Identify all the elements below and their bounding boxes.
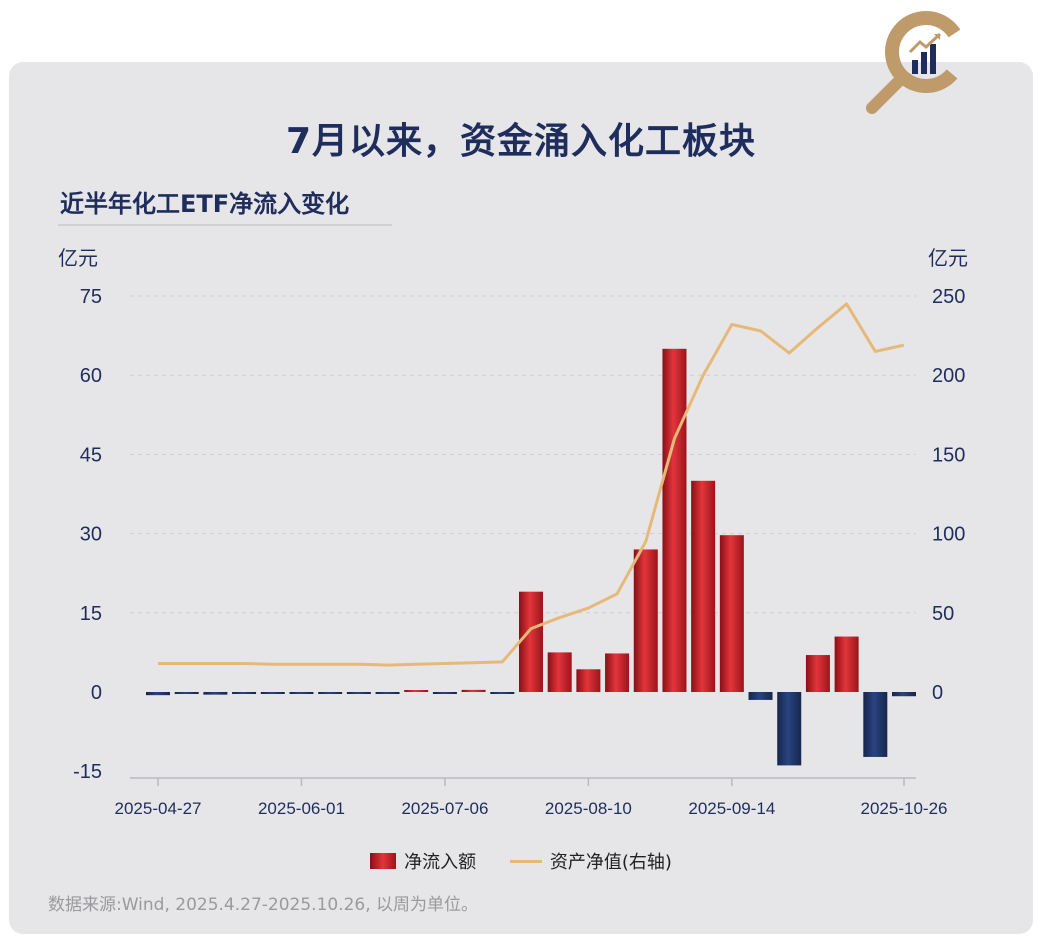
bar-net-inflow <box>777 692 802 766</box>
bar-net-inflow <box>748 692 773 700</box>
left-tick-label: 75 <box>80 286 102 308</box>
left-tick-label: -15 <box>73 761 102 783</box>
bar-net-inflow <box>576 669 601 692</box>
right-tick-label: 200 <box>932 365 965 387</box>
x-tick-label: 2025-07-06 <box>401 799 488 818</box>
left-tick-label: 15 <box>80 603 102 625</box>
chart-card <box>9 62 1033 934</box>
x-tick-label: 2025-10-26 <box>861 799 948 818</box>
bar-net-inflow <box>719 535 744 692</box>
bar-net-inflow <box>892 692 916 697</box>
x-tick-label: 2025-06-01 <box>258 799 345 818</box>
legend-label-net-inflow: 净流入额 <box>404 852 477 873</box>
left-tick-label: 0 <box>91 682 102 704</box>
chart-legend: 净流入额 资产净值(右轴) <box>0 848 1042 874</box>
bar-net-inflow <box>863 692 888 757</box>
right-tick-label: 0 <box>932 682 943 704</box>
chart-subtitle: 近半年化工ETF净流入变化 <box>60 190 350 218</box>
chart-growth-logo <box>866 11 967 114</box>
right-tick-label: 50 <box>932 603 954 625</box>
bar-net-inflow <box>547 652 572 692</box>
left-tick-label: 60 <box>80 365 102 387</box>
bar-net-inflow <box>519 591 543 692</box>
bar-net-inflow <box>404 690 429 692</box>
right-axis-unit: 亿元 <box>928 247 968 270</box>
page-title: 7月以来，资金涌入化工板块 <box>285 121 757 162</box>
bar-net-inflow <box>691 480 716 692</box>
right-tick-label: 100 <box>932 524 965 546</box>
bar-net-inflow <box>805 655 830 692</box>
right-tick-label: 250 <box>932 286 965 308</box>
bar-net-inflow <box>174 692 199 694</box>
left-axis-unit: 亿元 <box>58 247 98 270</box>
x-tick-label: 2025-04-27 <box>115 799 202 818</box>
legend-bar-swatch <box>370 853 397 869</box>
x-tick-label: 2025-09-14 <box>688 799 775 818</box>
line-net-asset-value <box>158 302 905 667</box>
bar-net-inflow <box>346 692 371 694</box>
subtitle-divider <box>58 224 392 226</box>
bar-net-inflow <box>461 689 486 692</box>
bar-net-inflow <box>432 692 457 694</box>
bar-net-inflow <box>146 692 170 696</box>
bar-net-inflow <box>662 348 687 692</box>
bar-net-inflow <box>232 692 257 694</box>
bar-net-inflow <box>834 636 859 692</box>
legend-item-net-inflow: 净流入额 <box>370 848 476 874</box>
bar-net-inflow <box>260 692 285 694</box>
bar-net-inflow <box>375 692 400 694</box>
data-source-note: 数据来源:Wind, 2025.4.27-2025.10.26, 以周为单位。 <box>48 895 479 915</box>
bar-net-inflow <box>605 653 630 692</box>
legend-line-swatch <box>509 859 542 863</box>
legend-label-nav: 资产净值(右轴) <box>549 852 672 873</box>
right-tick-label: 150 <box>932 444 965 466</box>
left-tick-label: 45 <box>80 444 102 466</box>
bar-net-inflow <box>490 692 515 694</box>
bar-net-inflow <box>318 692 343 694</box>
bar-net-inflow <box>289 692 314 694</box>
bar-net-inflow <box>633 549 658 692</box>
bar-net-inflow <box>203 692 228 695</box>
legend-item-nav: 资产净值(右轴) <box>509 848 672 874</box>
left-tick-label: 30 <box>80 524 102 546</box>
x-tick-label: 2025-08-10 <box>545 799 632 818</box>
